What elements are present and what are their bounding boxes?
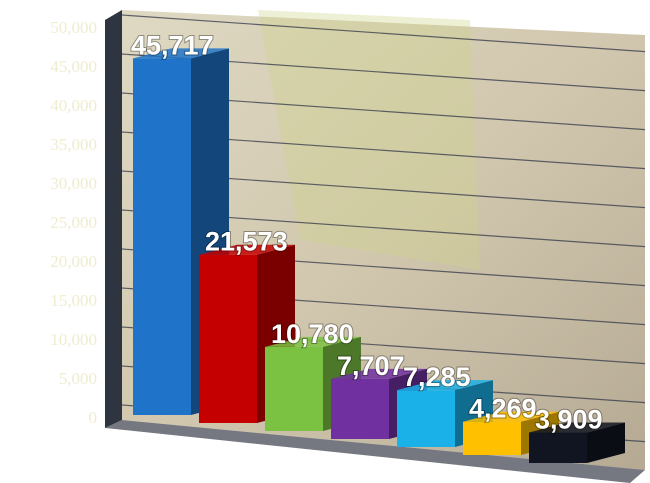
side-wall [105, 10, 122, 428]
bar-top [529, 422, 625, 433]
bar [529, 422, 625, 463]
bar-front [463, 421, 521, 455]
y-tick-label: 10,000 [50, 330, 97, 349]
y-tick-label: 0 [89, 408, 98, 427]
bar-front [397, 390, 455, 447]
bar-front [529, 432, 587, 463]
y-tick-label: 15,000 [50, 291, 97, 310]
y-tick-label: 35,000 [50, 135, 97, 154]
y-tick-label: 50,000 [50, 18, 97, 37]
bar-top [463, 411, 559, 422]
value-label: 7,707 [337, 351, 405, 381]
bar-front [331, 378, 389, 439]
y-tick-label: 25,000 [50, 213, 97, 232]
y-tick-label: 30,000 [50, 174, 97, 193]
value-label: 3,909 [535, 405, 603, 435]
value-label: 4,269 [469, 394, 537, 424]
value-label: 10,780 [271, 319, 354, 349]
bar-top [331, 368, 427, 379]
y-tick-label: 5,000 [59, 369, 97, 388]
bar-side [587, 422, 625, 463]
bar-top [265, 336, 361, 347]
bar-front [265, 346, 323, 431]
bar-front [133, 58, 191, 415]
value-label: 45,717 [131, 30, 214, 60]
bar-top [133, 48, 229, 59]
y-tick-label: 45,000 [50, 57, 97, 76]
value-label: 21,573 [205, 227, 288, 257]
bar-top [199, 244, 295, 255]
y-tick-label: 40,000 [50, 96, 97, 115]
y-tick-label: 20,000 [50, 252, 97, 271]
bar-top [397, 380, 493, 391]
bar-front [199, 254, 257, 423]
value-label: 7,285 [403, 362, 471, 392]
grid-line [121, 14, 646, 53]
floor [105, 420, 645, 483]
